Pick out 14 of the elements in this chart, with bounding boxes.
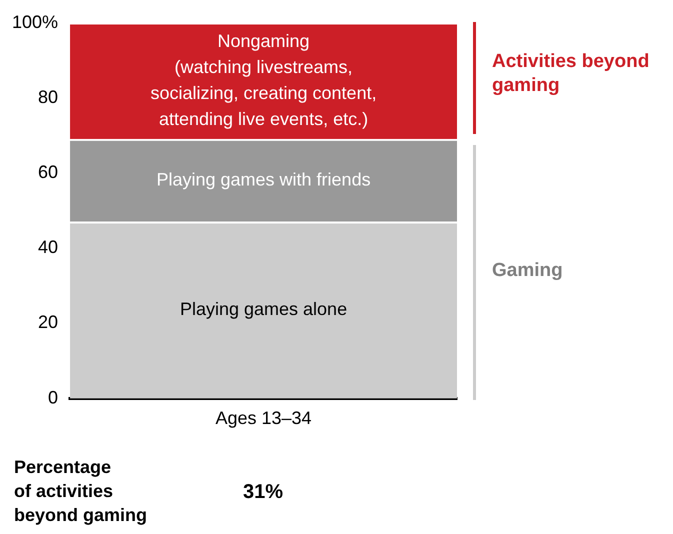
text: Gaming xyxy=(492,259,563,283)
series-label: Playing games with friends xyxy=(156,170,371,190)
y-tick-label: 60 xyxy=(38,162,58,182)
y-tick-label: 40 xyxy=(38,237,58,258)
y-tick-label: 0 xyxy=(48,387,58,408)
series-label: Playing games alone xyxy=(180,299,348,320)
y-tick-label: 20 xyxy=(38,312,58,332)
y-tick-label: 100% xyxy=(12,12,58,32)
y-tick-label: 80 xyxy=(38,86,58,107)
x-tick-label: Ages 13–34 xyxy=(215,408,312,428)
series-label: Nongaming (watching livestreams, socializing, creating content, attending live events, etc.) xyxy=(150,30,377,129)
text: Percentage of activities beyond gaming xyxy=(14,456,148,527)
text: Activities beyond gaming xyxy=(492,50,650,98)
text: 31% xyxy=(243,480,284,504)
